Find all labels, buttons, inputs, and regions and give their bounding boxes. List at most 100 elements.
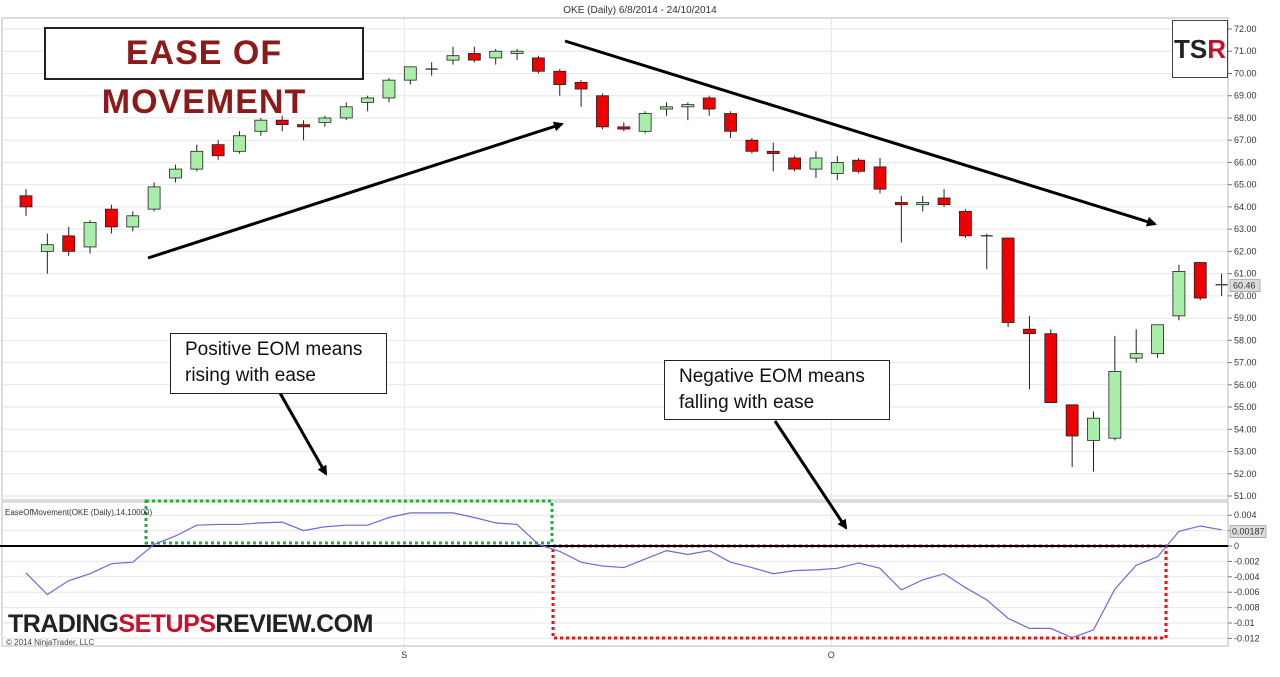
candle-body [1023,328,1036,335]
candle [1023,315,1036,390]
eom-tick-label: -0.004 [1234,572,1260,582]
brand-part: TRADING [8,610,119,638]
candle [233,131,246,154]
price-tick-label: 66.00 [1234,157,1257,167]
candle [403,66,417,85]
candle [553,69,567,96]
candle-body [62,235,76,252]
brand-part: REVIEW.COM [215,610,373,638]
price-tick-label: 59.00 [1234,313,1257,323]
candle-body [147,186,161,210]
candle [702,95,716,116]
candle-body [339,106,353,119]
last-price-label: 60.46 [1233,281,1256,291]
positive-eom-box [144,499,554,545]
candle [62,226,76,256]
candle [40,233,54,274]
candle-body [1129,353,1143,359]
annotation-arrow [773,420,848,530]
candle [489,49,503,65]
candle-body [361,97,375,103]
callout-line: falling with ease [679,392,815,413]
annotation-arrow [147,121,564,260]
candle [788,155,801,172]
candle-body [1065,404,1079,437]
price-tick-label: 62.00 [1234,246,1257,256]
candle-body [489,50,503,59]
eom-line [25,512,1222,639]
eom-indicator [0,512,1228,639]
tsr-logo: TSR [1172,20,1228,78]
price-tick-label: 63.00 [1234,224,1257,234]
candle [937,189,951,207]
candle [617,122,631,132]
callout-line: Negative EOM means [679,366,865,387]
price-tick-label: 61.00 [1234,269,1257,279]
price-tick-label: 72.00 [1234,24,1257,34]
candle [1108,335,1122,441]
candle-body [1151,324,1164,355]
price-tick-label: 60.00 [1234,291,1257,301]
candle [126,211,140,232]
candle [1215,273,1228,296]
candle [596,93,609,130]
eom-tick-label: 0 [1234,541,1239,551]
candle [638,111,652,134]
candle [852,157,866,174]
price-tick-label: 55.00 [1234,402,1257,412]
candle-body [638,113,652,132]
price-tick-label: 56.00 [1234,380,1257,390]
candle-body [660,106,673,110]
brand-part: SETUPS [118,610,216,638]
candle-body [382,79,396,99]
candle [916,195,930,212]
candle-body [510,50,524,54]
price-tick-label: 58.00 [1234,335,1257,345]
price-tick-label: 51.00 [1234,491,1257,501]
candle [339,102,353,121]
candle-body [1108,371,1122,439]
candle [766,142,780,172]
candle-body [254,119,268,132]
candle-body [596,95,609,128]
candle-body [745,139,759,152]
logo-accent: R [1207,34,1226,64]
candle [724,111,737,138]
candle [745,137,759,154]
callout-line: Positive EOM means [185,339,363,360]
candle [1065,404,1079,468]
candle [660,102,673,116]
candle [169,164,182,183]
candle-body [19,195,33,208]
candle [1193,262,1207,301]
callout-line: rising with ease [185,365,316,386]
candle-body [852,159,866,172]
price-tick-label: 69.00 [1234,91,1257,101]
candle-body [1087,417,1100,441]
panel-frames [1,17,1229,647]
candle-body [617,126,631,130]
candle [382,77,396,103]
candle-body [467,53,481,61]
candle [980,233,993,270]
candle-body [766,150,780,154]
logo-text: TS [1173,34,1208,64]
eom-tick-label: -0.01 [1234,618,1255,628]
candle [830,155,844,181]
price-tick-label: 68.00 [1234,113,1257,123]
headline: EASE OF MOVEMENT [44,27,364,121]
candle-body [553,70,567,85]
eom-tick-label: -0.002 [1234,556,1260,566]
chart-title: OKE (Daily) 6/8/2014 - 24/10/2014 [563,5,717,16]
candle [959,209,972,239]
candle-body [83,222,97,248]
annotation-arrow [564,39,1157,227]
price-tick-label: 70.00 [1234,68,1257,78]
candle [105,204,118,234]
price-tick-label: 65.00 [1234,180,1257,190]
date-tick-label: O [828,650,835,660]
negative-eom-callout: Negative EOM means falling with ease [664,360,890,420]
candle [361,95,375,112]
candle-body [1172,270,1186,317]
candle [1172,264,1186,321]
